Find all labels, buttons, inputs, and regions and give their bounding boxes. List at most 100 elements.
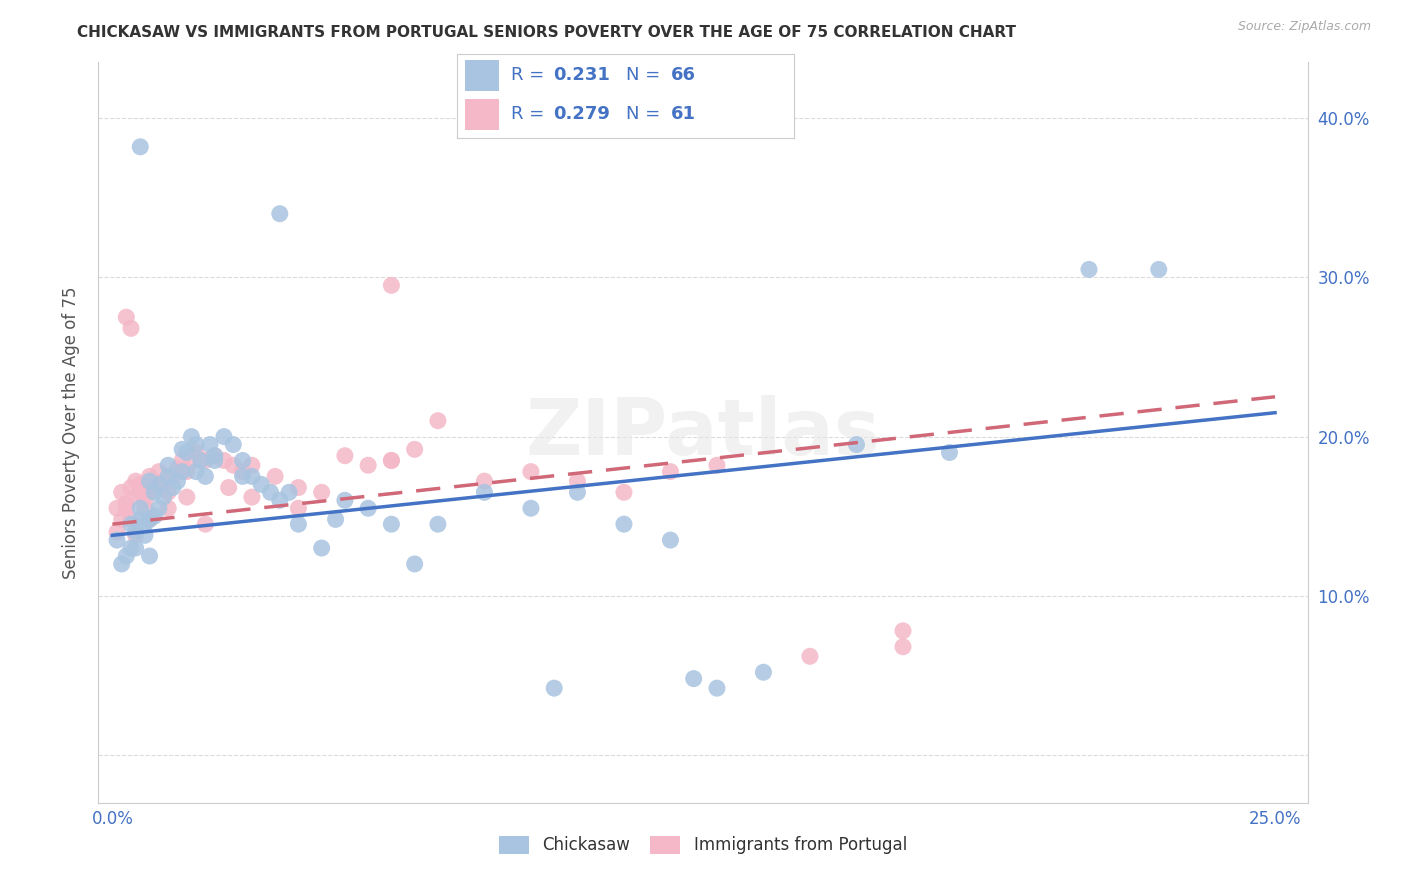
Text: 66: 66 <box>671 66 696 84</box>
Point <box>148 465 170 479</box>
Point <box>162 469 184 483</box>
Point <box>129 501 152 516</box>
Point <box>138 549 160 563</box>
Text: N =: N = <box>626 66 665 84</box>
Point <box>148 501 170 516</box>
Point <box>138 474 160 488</box>
Point <box>380 278 402 293</box>
Point <box>157 485 180 500</box>
Point <box>212 453 235 467</box>
Point <box>157 458 180 473</box>
Point <box>426 517 449 532</box>
Point <box>120 512 142 526</box>
Point <box>176 490 198 504</box>
Point <box>706 458 728 473</box>
Point <box>124 528 146 542</box>
Point <box>105 525 128 540</box>
Bar <box>465 61 499 91</box>
Point <box>269 207 291 221</box>
Point <box>138 485 160 500</box>
Point <box>1078 262 1101 277</box>
Text: Source: ZipAtlas.com: Source: ZipAtlas.com <box>1237 20 1371 33</box>
Point <box>134 501 156 516</box>
Point <box>287 481 309 495</box>
Point <box>124 541 146 555</box>
Point <box>232 469 254 483</box>
Point <box>129 477 152 491</box>
Point <box>194 469 217 483</box>
Point <box>162 481 184 495</box>
Point <box>138 469 160 483</box>
Point <box>105 533 128 547</box>
Text: N =: N = <box>626 105 665 123</box>
Point <box>148 477 170 491</box>
Point <box>138 512 160 526</box>
Point <box>240 458 263 473</box>
Point <box>311 541 333 555</box>
Point <box>157 469 180 483</box>
Point <box>706 681 728 695</box>
Point <box>222 458 245 473</box>
Point <box>474 485 496 500</box>
Point <box>799 649 821 664</box>
Point <box>891 624 914 638</box>
Point <box>124 525 146 540</box>
Point <box>111 512 134 526</box>
Point <box>115 496 138 510</box>
Point <box>176 445 198 459</box>
Point <box>115 549 138 563</box>
Point <box>259 485 281 500</box>
Point <box>172 453 194 467</box>
Point <box>184 465 207 479</box>
Point <box>134 517 156 532</box>
Point <box>520 465 543 479</box>
Point <box>120 517 142 532</box>
Point <box>264 469 287 483</box>
Point <box>120 481 142 495</box>
Point <box>357 501 380 516</box>
Text: 0.279: 0.279 <box>553 105 610 123</box>
Point <box>240 490 263 504</box>
Bar <box>465 99 499 130</box>
Point <box>938 445 960 459</box>
Point <box>120 541 142 555</box>
Point <box>1147 262 1170 277</box>
Point <box>166 474 188 488</box>
Point <box>204 453 226 467</box>
Point <box>232 465 254 479</box>
Point <box>845 437 868 451</box>
Point <box>198 437 221 451</box>
Point <box>474 474 496 488</box>
Point <box>543 681 565 695</box>
Point <box>752 665 775 680</box>
Point <box>404 442 426 457</box>
Text: CHICKASAW VS IMMIGRANTS FROM PORTUGAL SENIORS POVERTY OVER THE AGE OF 75 CORRELA: CHICKASAW VS IMMIGRANTS FROM PORTUGAL SE… <box>77 25 1017 40</box>
Legend: Chickasaw, Immigrants from Portugal: Chickasaw, Immigrants from Portugal <box>492 829 914 861</box>
Point <box>129 485 152 500</box>
Text: R =: R = <box>510 66 550 84</box>
Point <box>278 485 301 500</box>
Point <box>613 485 636 500</box>
Point <box>311 485 333 500</box>
Point <box>124 490 146 504</box>
Point <box>380 453 402 467</box>
Point <box>115 310 138 325</box>
Point <box>682 672 704 686</box>
Point <box>134 493 156 508</box>
Point <box>143 485 166 500</box>
Point <box>111 557 134 571</box>
Point <box>325 512 347 526</box>
Point <box>152 474 174 488</box>
Text: ZIPatlas: ZIPatlas <box>526 394 880 471</box>
Point <box>166 461 188 475</box>
Point <box>287 501 309 516</box>
Point <box>180 453 202 467</box>
Text: 0.231: 0.231 <box>553 66 610 84</box>
Point <box>659 465 682 479</box>
Point <box>184 445 207 459</box>
Point <box>180 429 202 443</box>
Point <box>152 490 174 504</box>
Point <box>567 474 589 488</box>
Point <box>115 501 138 516</box>
Point <box>891 640 914 654</box>
